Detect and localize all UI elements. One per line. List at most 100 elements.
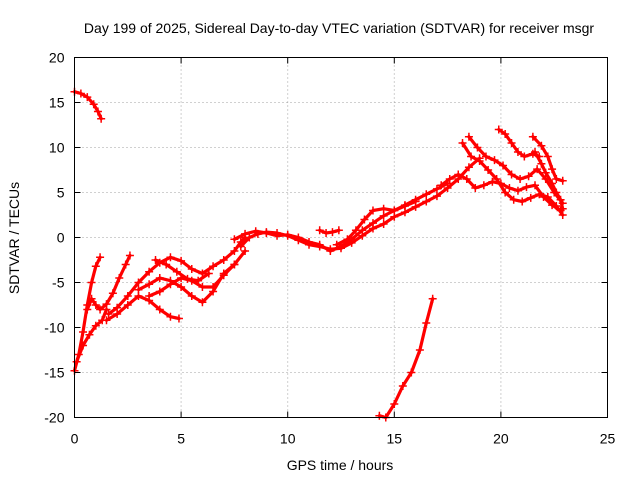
x-tick-label: 20 xyxy=(493,431,509,447)
data-point xyxy=(518,197,527,206)
data-point xyxy=(315,226,324,235)
series-arc-8 xyxy=(147,249,247,298)
x-tick-label: 25 xyxy=(600,431,616,447)
data-point xyxy=(488,177,497,186)
data-point xyxy=(97,114,106,123)
data-point xyxy=(96,253,105,262)
y-tick-label: 5 xyxy=(57,185,65,201)
data-point xyxy=(509,195,518,204)
data-point xyxy=(85,330,94,339)
data-point xyxy=(236,242,245,251)
data-point xyxy=(230,260,239,269)
data-point xyxy=(475,157,484,165)
data-point xyxy=(494,125,503,134)
data-point xyxy=(432,184,441,193)
data-point xyxy=(537,159,546,168)
y-tick-label: 10 xyxy=(49,140,65,156)
data-point xyxy=(437,181,446,190)
data-point xyxy=(166,312,175,321)
data-point xyxy=(543,152,552,161)
data-point xyxy=(198,283,207,291)
data-point xyxy=(123,292,132,300)
data-point xyxy=(241,229,250,238)
data-point xyxy=(368,219,377,228)
data-point xyxy=(79,328,88,336)
series-arc-14 xyxy=(377,297,435,420)
data-point xyxy=(219,256,228,264)
data-point xyxy=(113,310,122,318)
data-point xyxy=(556,195,565,204)
data-point xyxy=(315,240,324,249)
data-point xyxy=(174,314,183,323)
data-point xyxy=(187,292,196,300)
data-point xyxy=(467,152,476,161)
data-point xyxy=(230,235,239,244)
data-point xyxy=(548,179,557,188)
data-point xyxy=(522,183,531,192)
data-point xyxy=(72,357,81,366)
y-tick-label: -5 xyxy=(52,275,65,291)
data-point xyxy=(194,276,203,285)
y-tick-label: -10 xyxy=(44,320,64,336)
data-point xyxy=(102,316,111,325)
data-point xyxy=(343,235,352,244)
data-point xyxy=(273,231,282,240)
x-tick-label: 5 xyxy=(177,431,185,447)
data-point xyxy=(183,274,192,283)
data-point xyxy=(134,278,143,287)
x-tick-label: 0 xyxy=(71,431,79,447)
data-point xyxy=(87,278,96,287)
data-point xyxy=(245,233,254,242)
data-point xyxy=(496,179,505,188)
data-point xyxy=(166,253,175,262)
data-point xyxy=(445,175,454,183)
y-tick-label: 0 xyxy=(57,230,65,246)
data-point xyxy=(499,161,508,170)
data-point xyxy=(552,188,561,197)
data-point xyxy=(187,265,196,273)
data-point xyxy=(360,215,369,224)
data-point xyxy=(322,229,331,237)
data-point xyxy=(115,274,124,282)
data-point xyxy=(479,181,488,190)
data-point xyxy=(102,300,111,309)
data-point xyxy=(513,148,522,156)
y-tick-labels: -20 -15 -10 -5 0 5 10 15 20 xyxy=(44,50,64,426)
data-point xyxy=(375,411,384,420)
x-axis-label: GPS time / hours xyxy=(287,457,394,473)
data-point xyxy=(548,201,557,210)
data-point xyxy=(558,176,567,185)
data-point xyxy=(558,204,567,213)
data-point xyxy=(123,301,132,309)
data-point xyxy=(108,289,117,298)
data-point xyxy=(471,184,480,192)
data-point xyxy=(91,321,100,330)
data-point xyxy=(155,287,164,296)
data-point xyxy=(458,139,467,147)
data-point xyxy=(398,382,407,390)
data-point xyxy=(528,132,537,141)
data-point xyxy=(507,170,516,179)
y-axis-label: SDTVAR / TECUs xyxy=(6,182,22,294)
data-point xyxy=(83,93,92,102)
y-tick-label: -15 xyxy=(44,365,64,381)
data-point xyxy=(379,211,388,220)
data-point xyxy=(155,305,164,314)
data-point xyxy=(351,226,360,235)
series-group xyxy=(70,87,567,422)
data-point xyxy=(76,89,85,98)
plot-frame xyxy=(74,57,608,418)
data-point xyxy=(332,240,341,249)
data-point xyxy=(262,229,271,237)
data-point xyxy=(507,139,516,147)
data-point xyxy=(198,298,207,307)
data-point xyxy=(104,310,113,318)
data-point xyxy=(526,193,535,202)
data-point xyxy=(145,292,154,300)
data-point xyxy=(209,262,218,271)
data-point xyxy=(379,204,388,213)
data-point xyxy=(294,233,303,242)
data-point xyxy=(541,168,550,177)
data-point xyxy=(407,368,416,377)
